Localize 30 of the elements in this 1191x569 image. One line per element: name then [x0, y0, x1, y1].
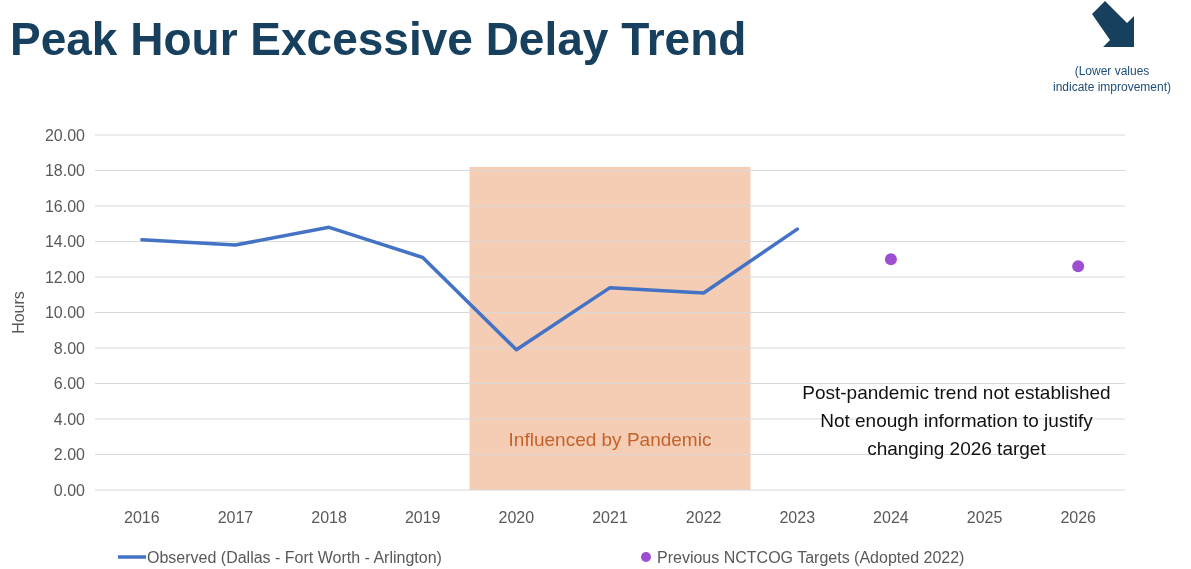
y-tick-label: 16.00 — [44, 197, 86, 215]
text: (Lower values indicate improvement) — [1052, 64, 1172, 94]
x-tick-label: 2019 — [404, 509, 441, 526]
y-axis-title: Hours — [10, 291, 27, 334]
x-tick-label: 2022 — [685, 509, 722, 526]
y-tick-label: 6.00 — [53, 375, 86, 393]
y-tick-label: 12.00 — [44, 268, 86, 286]
x-tick-label: 2026 — [1060, 509, 1097, 526]
x-tick-label: 2021 — [592, 509, 628, 526]
x-tick-label: 2023 — [779, 509, 816, 526]
y-tick-label: 8.00 — [53, 339, 86, 357]
x-tick-label: 2020 — [498, 509, 535, 526]
chart-title: Peak Hour Excessive Delay Trend — [10, 13, 747, 65]
x-tick-label: 2025 — [966, 509, 1003, 526]
x-tick-label: 2024 — [873, 509, 909, 526]
y-tick-label: 4.00 — [53, 410, 86, 428]
y-tick-label: 10.00 — [44, 304, 86, 322]
y-tick-label: 0.00 — [53, 481, 86, 499]
x-tick-label: 2018 — [311, 509, 347, 526]
y-tick-label: 18.00 — [44, 162, 86, 180]
annotation: Post-pandemic trend not established Not enough information to justify changing 2026 target — [802, 382, 1111, 460]
y-tick-label: 20.00 — [44, 126, 86, 144]
band-label: Influenced by Pandemic — [508, 428, 712, 450]
line-series — [140, 225, 800, 352]
legend-label: Previous NCTCOG Targets (Adopted 2022) — [657, 548, 965, 566]
x-tick-label: 2017 — [217, 509, 254, 526]
y-tick-label: 14.00 — [44, 233, 86, 251]
x-tick-label: 2016 — [124, 509, 160, 526]
legend-label: Observed (Dallas - Fort Worth - Arlington) — [147, 548, 442, 566]
y-tick-label: 2.00 — [53, 446, 86, 464]
